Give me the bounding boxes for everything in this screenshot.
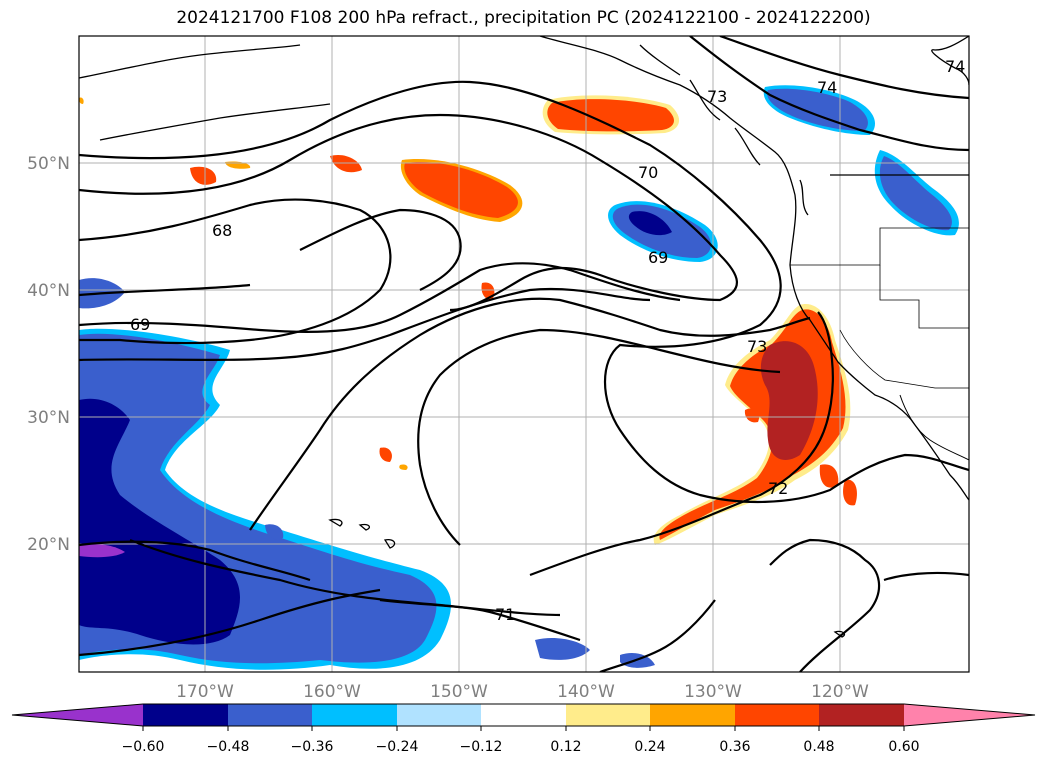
colorbar-tick-label: 0.12 [550,739,581,755]
colorbar-ticks [142,726,905,731]
colorbar-segment [650,704,735,726]
coastlines [79,36,969,638]
colorbar-tick-label: −0.36 [291,739,334,755]
contour-label: 74 [945,57,965,76]
colorbar-tick-label: −0.60 [122,739,165,755]
contour-label: 71 [495,605,515,624]
lon-label: 150°W [430,682,488,702]
colorbar-segment [481,704,566,726]
lat-label: 40°N [27,281,70,301]
lon-label: 120°W [811,682,869,702]
colorbar-tick-label: −0.24 [376,739,419,755]
colorbar-segment [735,704,819,726]
lon-label: 130°W [684,682,742,702]
longitude-labels: 170°W 160°W 150°W 140°W 130°W 120°W [176,682,869,702]
colorbar-segment [566,704,650,726]
precip-negative-shading [79,85,959,670]
contour-label: 74 [817,78,837,97]
colorbar-segment [228,704,312,726]
map-frame [78,35,970,673]
map-title: 2024121700 F108 200 hPa refract., precip… [176,8,871,28]
contour-label: 69 [130,315,150,334]
lat-label: 30°N [27,408,70,428]
colorbar-tick-label: −0.12 [460,739,503,755]
contour-label: 68 [212,221,232,240]
colorbar-segment [312,704,397,726]
contour-labels: 68 69 70 69 71 72 73 73 74 74 [130,57,965,624]
colorbar-tick-label: 0.60 [888,739,919,755]
colorbar-tick-label: 0.36 [719,739,750,755]
graticule [79,36,969,672]
precip-positive-shading [79,95,857,545]
map-plot-area: 68 69 70 69 71 72 73 73 74 74 [79,36,969,672]
colorbar-tick-label: −0.48 [207,739,250,755]
colorbar-under-extension [12,704,143,726]
lon-label: 140°W [557,682,615,702]
colorbar-tick-label: 0.48 [803,739,834,755]
lat-label: 20°N [27,535,70,555]
contour-label: 73 [747,337,767,356]
colorbar-segment [397,704,481,726]
contour-label: 72 [768,479,788,498]
latitude-labels: 50°N 40°N 30°N 20°N [27,154,70,555]
colorbar-segment [819,704,904,726]
colorbar-over-extension [904,704,1035,726]
colorbar-tick-label: 0.24 [634,739,665,755]
lon-label: 160°W [303,682,361,702]
lon-label: 170°W [176,682,234,702]
contour-label: 70 [638,163,658,182]
contour-label: 73 [707,87,727,106]
contour-label: 69 [648,248,668,267]
colorbar-segment [143,704,228,726]
refractivity-contours [79,36,969,672]
lat-label: 50°N [27,154,70,174]
colorbar: −0.60 −0.48 −0.36 −0.24 −0.12 0.12 0.24 … [11,703,1036,755]
